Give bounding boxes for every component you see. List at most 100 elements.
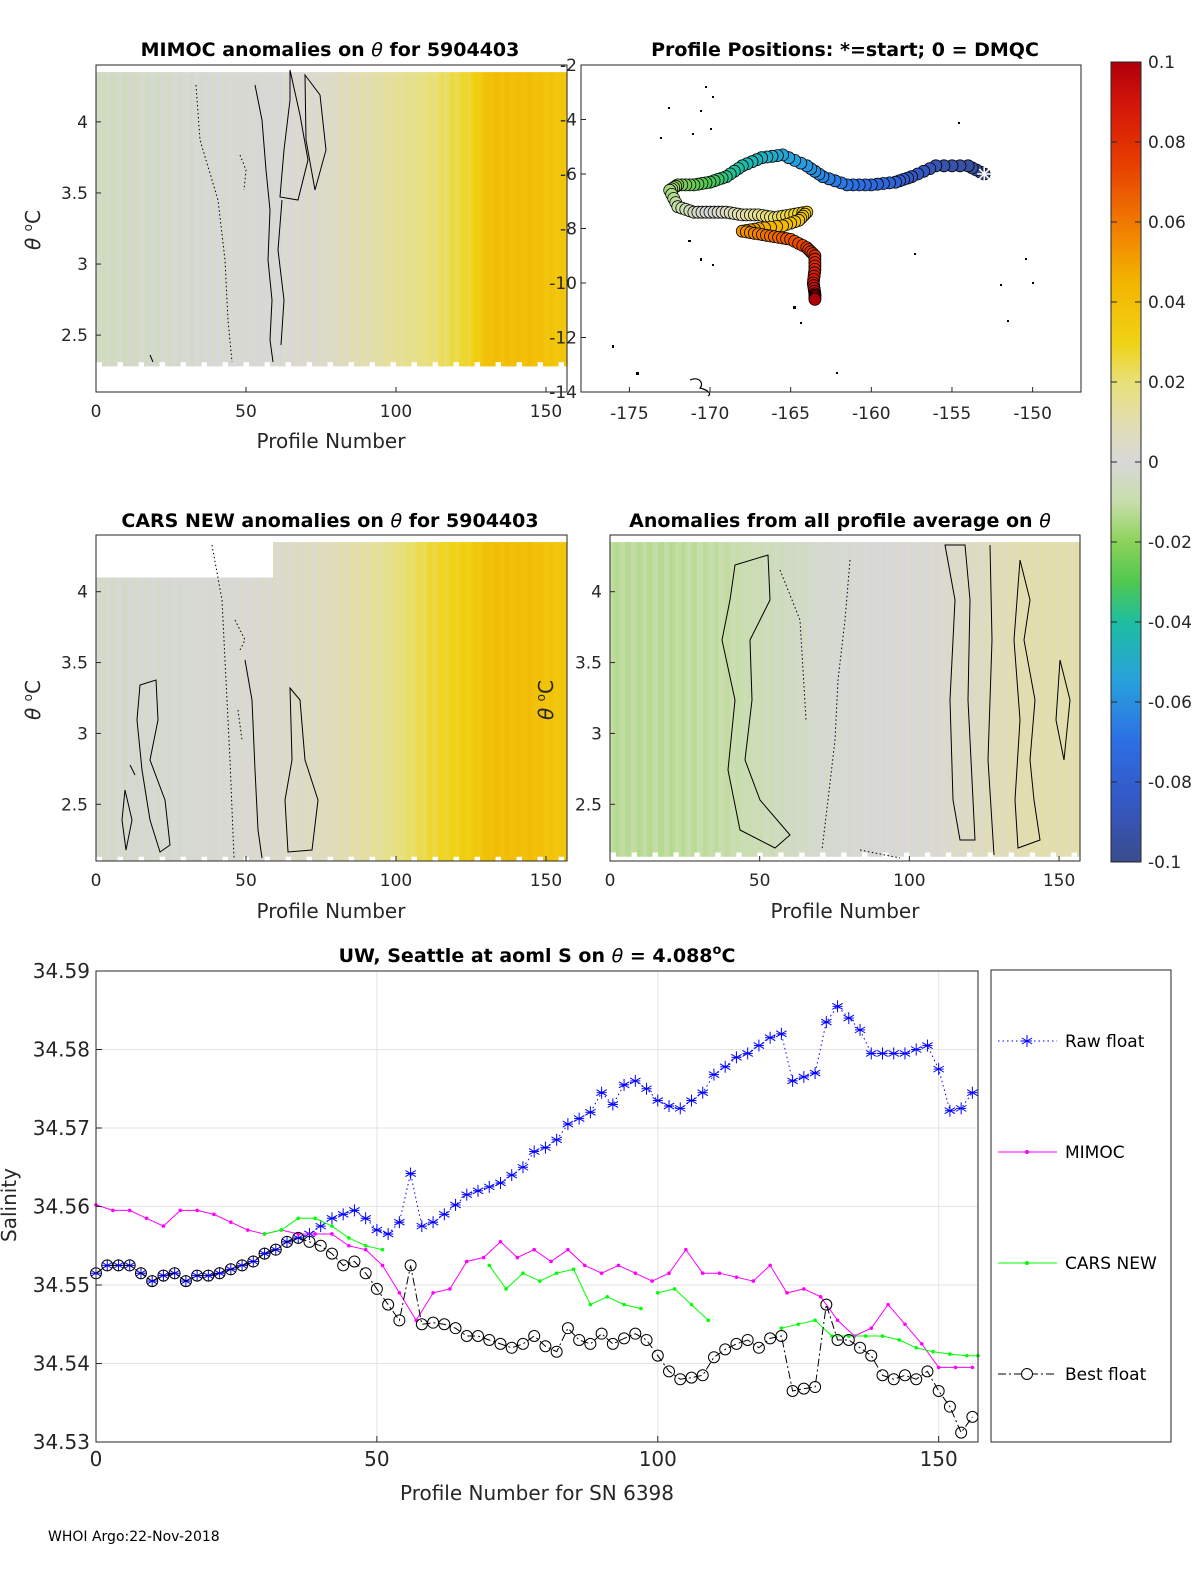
colorbar-tick-label: -0.06 xyxy=(1148,693,1192,713)
average-contours xyxy=(721,544,1071,859)
mimoc-panel: MIMOC anomalies on θ for 5904403 0 50 100 1… xyxy=(21,39,568,453)
island-dot xyxy=(636,372,639,375)
data-point xyxy=(348,1255,361,1268)
heat-cell xyxy=(276,72,280,367)
heat-cell xyxy=(474,72,478,363)
heat-cell xyxy=(534,72,538,367)
heat-cell xyxy=(375,72,379,367)
heat-cell xyxy=(453,542,457,857)
data-point xyxy=(869,1326,874,1330)
heat-cell xyxy=(651,542,656,853)
heat-cell xyxy=(897,542,901,857)
heat-cell xyxy=(480,542,484,861)
heat-cell xyxy=(708,542,713,857)
data-point xyxy=(887,1373,900,1386)
heat-cell xyxy=(678,542,683,857)
heat-cell xyxy=(201,72,205,363)
heat-cell xyxy=(264,72,268,363)
heat-cell xyxy=(231,577,235,861)
y-tick-label: 34.59 xyxy=(33,959,90,983)
data-point xyxy=(685,1371,698,1384)
heat-cell xyxy=(456,542,460,857)
heat-cell xyxy=(633,542,638,853)
heat-cell xyxy=(249,577,253,861)
heat-cell xyxy=(981,542,985,857)
heat-cell xyxy=(345,72,349,367)
heat-cell xyxy=(504,542,508,861)
contour-line xyxy=(779,569,807,721)
data-point xyxy=(809,1381,822,1394)
heat-cell xyxy=(489,542,493,861)
heat-cell xyxy=(879,542,884,857)
data-point xyxy=(582,1263,587,1268)
heat-cell xyxy=(324,542,328,861)
heat-cell xyxy=(144,577,148,861)
data-point xyxy=(741,1333,754,1346)
heat-cell xyxy=(840,542,845,853)
heat-cell xyxy=(618,542,623,857)
heat-cell xyxy=(690,542,695,857)
heat-cell xyxy=(261,72,265,367)
heat-cell xyxy=(477,72,481,363)
data-point xyxy=(846,1334,851,1338)
heat-cell xyxy=(705,542,710,857)
heat-cell xyxy=(168,72,172,367)
x-tick-label: -175 xyxy=(610,404,649,424)
heat-cell xyxy=(561,542,565,857)
heat-cell xyxy=(111,577,115,861)
data-point xyxy=(448,1287,452,1291)
data-point xyxy=(880,1334,885,1338)
colorbar-tick-label: -0.02 xyxy=(1148,533,1192,553)
heat-cell xyxy=(762,542,767,857)
data-point xyxy=(363,1247,368,1252)
heat-cell xyxy=(1062,542,1066,857)
data-point xyxy=(571,1267,576,1272)
heat-cell xyxy=(810,542,815,857)
heat-cell xyxy=(219,72,223,367)
data-point xyxy=(330,1224,334,1228)
heat-cell xyxy=(450,72,454,367)
heat-cell xyxy=(795,542,800,857)
heat-cell xyxy=(564,542,568,861)
heat-cell xyxy=(174,577,178,861)
heat-cell xyxy=(801,542,806,853)
data-point xyxy=(970,1365,975,1370)
island-dot xyxy=(1000,284,1002,286)
heat-cell xyxy=(186,577,190,861)
data-point xyxy=(554,1271,559,1276)
heat-cell xyxy=(786,542,791,857)
heat-cell xyxy=(156,72,160,367)
data-point xyxy=(573,1333,586,1346)
data-point xyxy=(179,1275,192,1288)
y-tick-label: 4 xyxy=(77,113,88,133)
heat-cell xyxy=(132,577,136,861)
heat-cell xyxy=(165,72,169,367)
data-point xyxy=(910,1373,923,1386)
heat-cell xyxy=(177,72,181,367)
heat-cell xyxy=(444,72,448,367)
heat-cell xyxy=(696,542,701,853)
heat-cell xyxy=(612,542,617,853)
heat-cell xyxy=(906,542,910,853)
cars-heatmap xyxy=(96,542,568,861)
profile-position-marker xyxy=(808,292,822,306)
heat-cell xyxy=(126,72,130,367)
heat-cell xyxy=(240,577,244,861)
heat-cell xyxy=(639,542,644,857)
heat-cell xyxy=(228,72,232,367)
heat-cell xyxy=(249,72,253,367)
heat-cell xyxy=(342,72,346,367)
data-point xyxy=(262,1232,267,1236)
y-tick-label: 2.5 xyxy=(61,326,88,346)
heat-cell xyxy=(141,72,145,363)
heat-cell xyxy=(192,577,196,861)
heat-cell xyxy=(510,542,514,861)
axes-box xyxy=(95,534,568,862)
data-point xyxy=(633,1271,638,1276)
data-point xyxy=(768,1263,772,1268)
legend-label: MIMOC xyxy=(1065,1143,1125,1163)
data-point xyxy=(663,1365,676,1378)
heat-cell xyxy=(108,72,112,367)
island-dot xyxy=(712,96,714,98)
